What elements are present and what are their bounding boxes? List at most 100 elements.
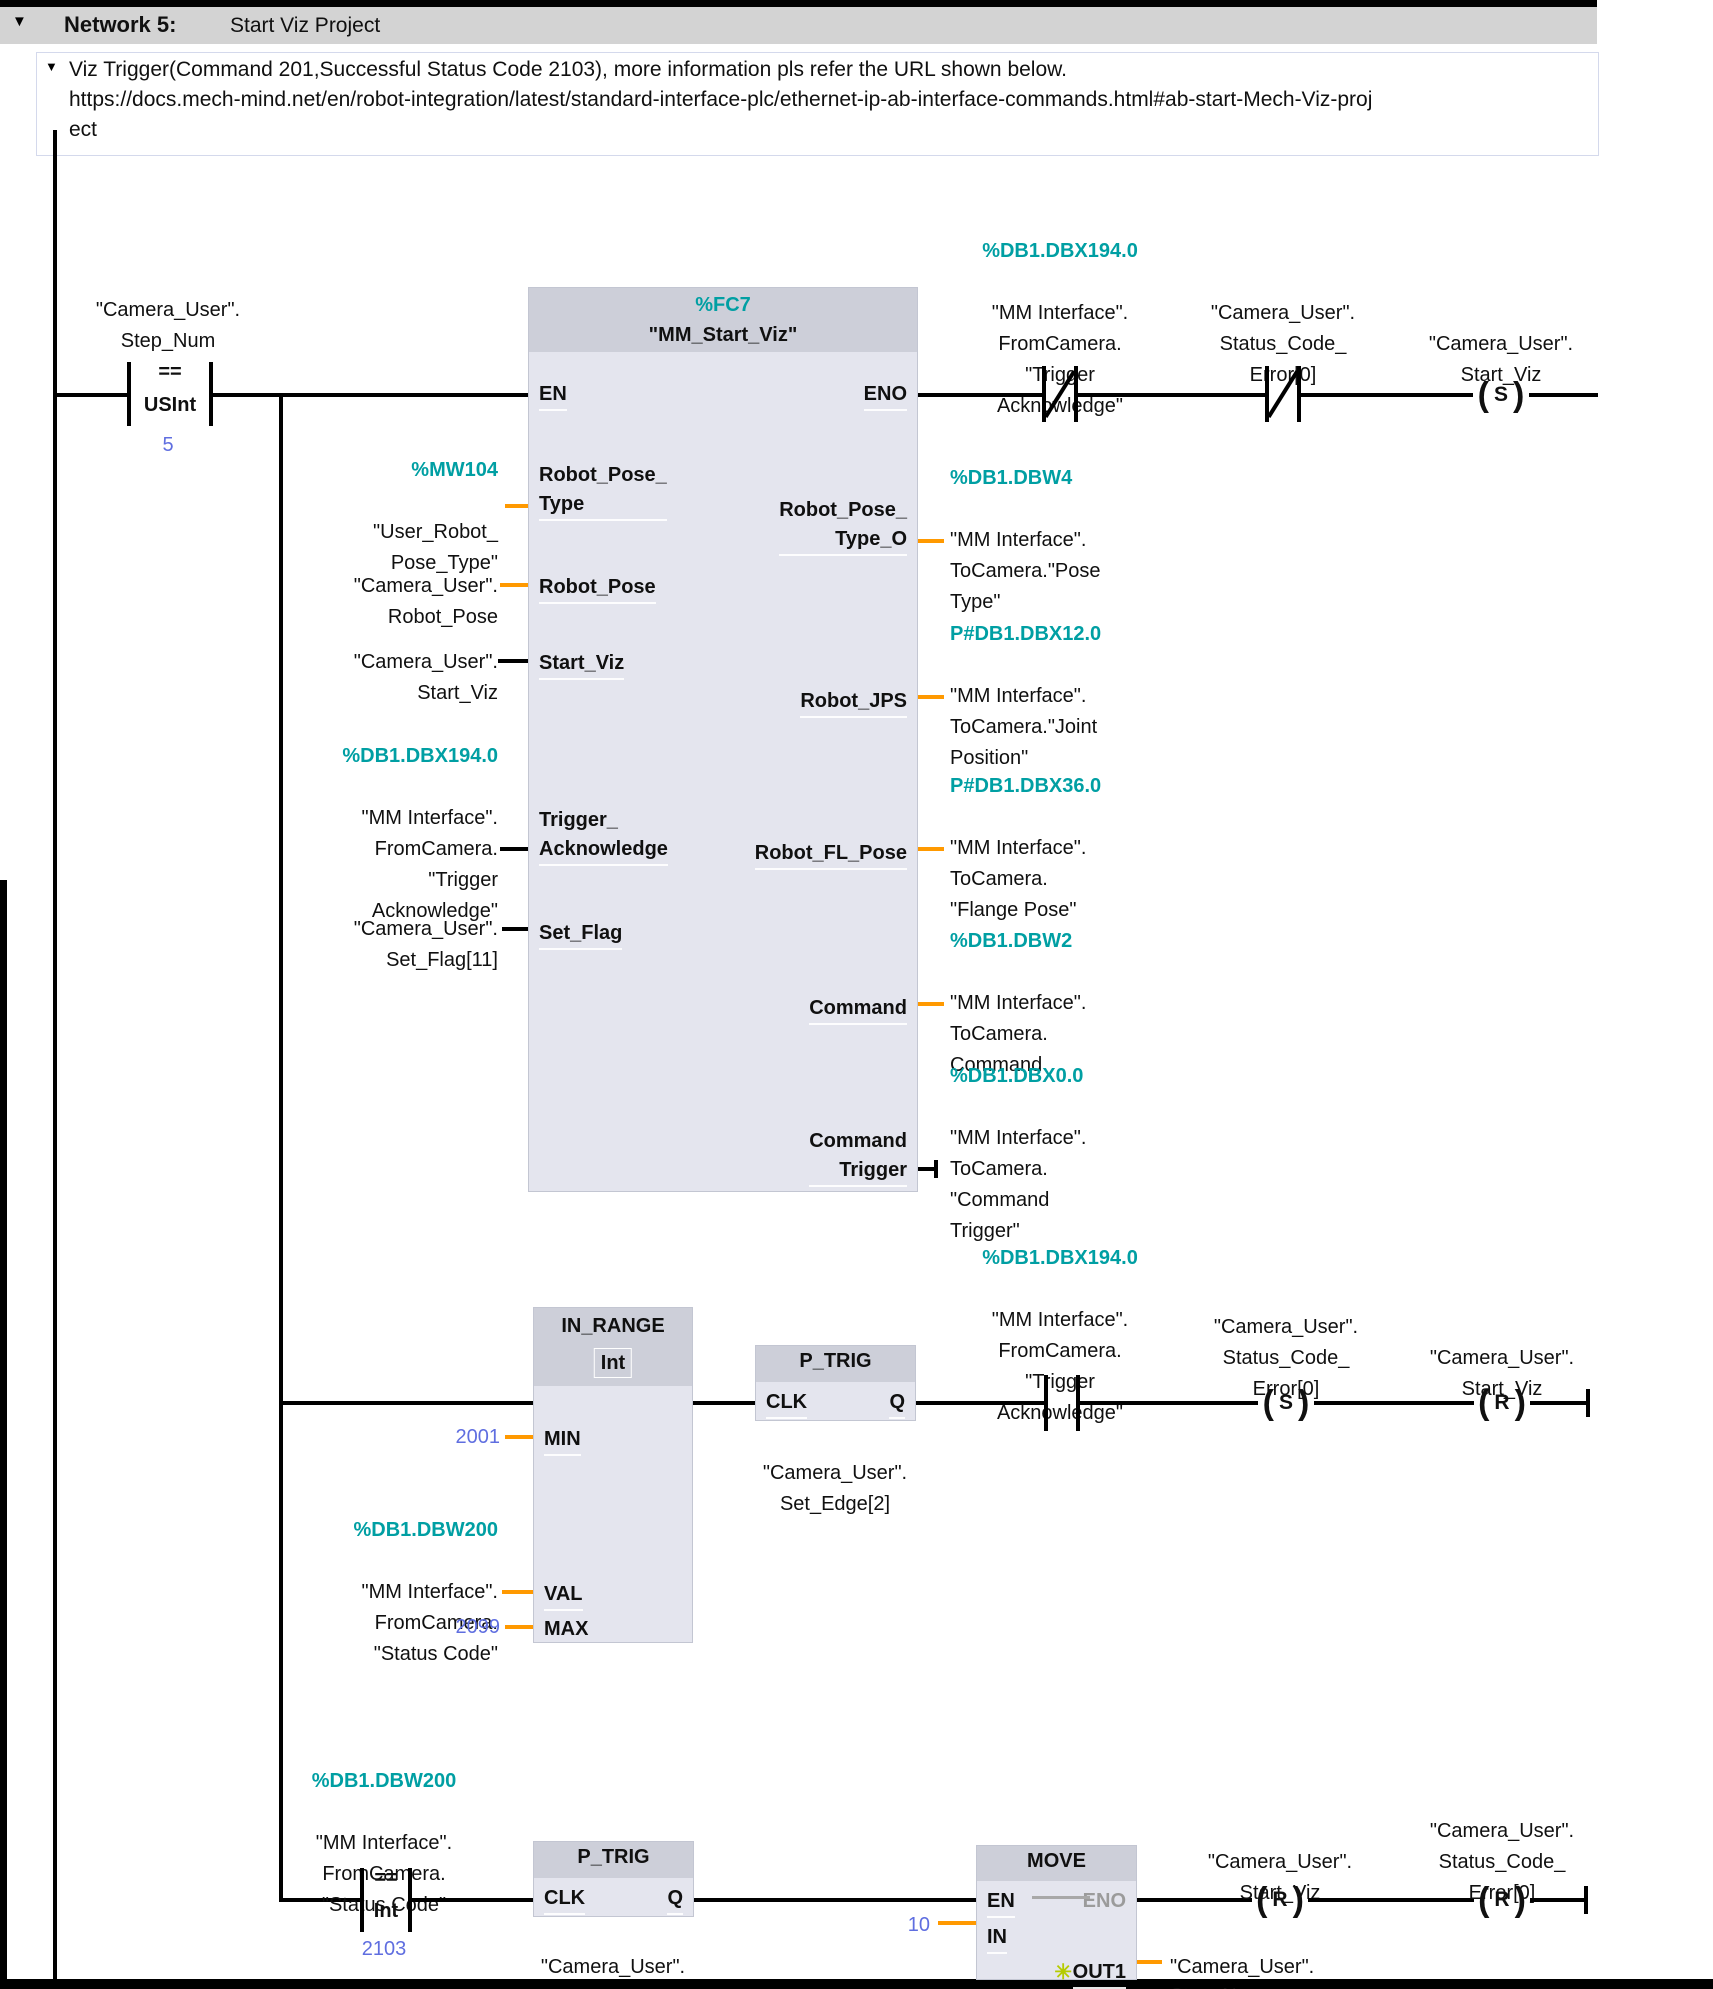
set-coil-status-error[interactable]: (S) — [1262, 1384, 1310, 1422]
cmp-status-code-contact[interactable] — [360, 1868, 364, 1932]
reset-coil-status-error-operand[interactable]: "Camera_User". Status_Code_ Error[0] — [1430, 1785, 1574, 1940]
fc7-pin-command-trigger[interactable]: Command Trigger — [809, 1127, 907, 1187]
collapse-network-icon[interactable]: ▼ — [12, 13, 27, 30]
move-pin-en[interactable]: EN — [987, 1887, 1015, 1918]
operand-address[interactable]: P#DB1.DBX36.0 — [950, 775, 1102, 797]
operand-pose-type[interactable]: %DB1.DBW4 "MM Interface". ToCamera."Pose… — [950, 432, 1101, 649]
no-contact-trigger-ack-operand[interactable]: %DB1.DBX194.0 "MM Interface". FromCamera… — [982, 1212, 1138, 1460]
fc7-pin-trigger-acknowledge[interactable]: Trigger_ Acknowledge — [539, 806, 668, 866]
cmp-type[interactable]: Int — [373, 1900, 399, 1922]
operand-name[interactable]: "MM Interface". FromCamera. "Trigger Ack… — [991, 1309, 1129, 1424]
operand-name[interactable]: "Camera_User". Start_Viz — [353, 651, 498, 704]
p-trig-block[interactable]: P_TRIG CLK Q — [533, 1841, 694, 1917]
operand-name[interactable]: "MM Interface". ToCamera. Command — [950, 992, 1087, 1076]
operand-name[interactable]: "MM Interface". FromCamera. "Status Code… — [361, 1581, 498, 1665]
fc7-pin-start-viz[interactable]: Start_Viz — [539, 649, 625, 680]
move-pin-in[interactable]: IN — [987, 1923, 1007, 1954]
cmp-step-num-contact[interactable] — [209, 362, 213, 426]
nc-contact-status-error-operand[interactable]: "Camera_User". Status_Code_ Error[0] — [1211, 267, 1355, 422]
in-range-pin-max[interactable]: MAX — [544, 1615, 589, 1646]
operand-address[interactable]: %DB1.DBX194.0 — [342, 745, 498, 767]
no-contact-trigger-ack[interactable] — [1044, 1375, 1048, 1431]
operand-name[interactable]: "Camera_User". Status_Code_ Error[0] — [1429, 1820, 1575, 1904]
in-range-block[interactable]: IN_RANGE Int MIN VAL MAX — [533, 1307, 693, 1646]
p-trig-pin-q[interactable]: Q — [667, 1884, 683, 1915]
fc7-pin-en[interactable]: EN — [539, 380, 567, 411]
operand-step-num[interactable]: "Camera_User". Step_Num — [1170, 1924, 1314, 1989]
set-coil-start-viz[interactable]: (S) — [1477, 376, 1525, 414]
operand-address[interactable]: %DB1.DBW2 — [950, 930, 1073, 952]
fc7-pin-command[interactable]: Command — [809, 994, 907, 1025]
cmp-type[interactable]: USInt — [143, 394, 197, 416]
operand-name[interactable]: "Camera_User". Start_Viz — [1429, 1347, 1575, 1400]
reset-coil-start-viz[interactable]: (R) — [1478, 1384, 1526, 1422]
operand-name[interactable]: "MM Interface". ToCamera."Pose Type" — [950, 529, 1101, 613]
reset-coil-status-error[interactable]: (R) — [1478, 1881, 1526, 1919]
operand-flange-pose[interactable]: P#DB1.DBX36.0 "MM Interface". ToCamera. … — [950, 740, 1101, 957]
cmp-value[interactable]: 5 — [162, 434, 174, 456]
operand-name[interactable]: "User_Robot_ Pose_Type" — [373, 521, 498, 574]
operand-address[interactable]: %DB1.DBW200 — [311, 1770, 457, 1792]
operand-address[interactable]: %DB1.DBW200 — [353, 1519, 498, 1541]
operand-name[interactable]: "MM Interface". FromCamera. "Trigger Ack… — [361, 807, 498, 922]
network-header[interactable]: ▼ Network 5: Start Viz Project — [0, 7, 1597, 44]
move-pin-out1[interactable]: OUT1 — [1072, 1958, 1126, 1989]
operand-name[interactable]: "Camera_User". Step_Num — [1170, 1956, 1315, 1989]
operand-trigger-acknowledge[interactable]: %DB1.DBX194.0 "MM Interface". FromCamera… — [342, 710, 498, 958]
fc7-pin-eno[interactable]: ENO — [863, 380, 907, 411]
reset-coil-start-viz-operand[interactable]: "Camera_User". Start_Viz — [1208, 1816, 1352, 1940]
nc-contact-trigger-ack[interactable] — [1042, 366, 1046, 422]
operand-joint-position[interactable]: P#DB1.DBX12.0 "MM Interface". ToCamera."… — [950, 588, 1101, 805]
collapse-comment-icon[interactable]: ▼ — [45, 59, 58, 74]
operand-name[interactable]: "Camera_User". Set_Edge[1] — [540, 1956, 686, 1989]
operand-name[interactable]: "Camera_User". Status_Code_ Error[0] — [1213, 1316, 1359, 1400]
operand-name[interactable]: "Camera_User". Start_Viz — [1428, 333, 1574, 386]
operand-user-robot-pose-type[interactable]: %MW104 "User_Robot_ Pose_Type" — [373, 424, 498, 610]
operand-robot-pose[interactable]: "Camera_User". Robot_Pose — [354, 540, 498, 664]
move-in-value[interactable]: 10 — [907, 1914, 930, 1936]
cmp-value[interactable]: 2103 — [361, 1938, 407, 1960]
cmp-status-code-operand[interactable]: %DB1.DBW200 "MM Interface". FromCamera. … — [312, 1735, 456, 1952]
operand-name[interactable]: "Camera_User". Set_Flag[11] — [353, 918, 498, 971]
network-comment-box[interactable]: ▼ Viz Trigger(Command 201,Successful Sta… — [36, 52, 1599, 156]
cmp-status-code-contact[interactable] — [408, 1868, 412, 1932]
operand-command[interactable]: %DB1.DBW2 "MM Interface". ToCamera. Comm… — [950, 895, 1086, 1112]
nc-contact-status-error[interactable] — [1297, 366, 1301, 422]
p-trig-operand[interactable]: "Camera_User". Set_Edge[1] — [541, 1921, 685, 1989]
operand-status-code[interactable]: %DB1.DBW200 "MM Interface". FromCamera. … — [354, 1484, 498, 1701]
p-trig-pin-q[interactable]: Q — [889, 1388, 905, 1419]
p-trig-pin-clk[interactable]: CLK — [766, 1388, 808, 1419]
in-range-pin-min[interactable]: MIN — [544, 1425, 581, 1456]
in-range-title[interactable]: IN_RANGE — [561, 1315, 665, 1337]
in-range-type[interactable]: Int — [593, 1348, 633, 1378]
p-trig-title[interactable]: P_TRIG — [577, 1846, 650, 1868]
no-contact-trigger-ack[interactable] — [1076, 1375, 1080, 1431]
p-trig-title[interactable]: P_TRIG — [799, 1350, 872, 1372]
reset-coil-start-viz-operand[interactable]: "Camera_User". Start_Viz — [1430, 1312, 1574, 1436]
operand-name[interactable]: "MM Interface". ToCamera."Joint Position… — [950, 685, 1098, 769]
cmp-step-num-operand[interactable]: "Camera_User". Step_Num — [95, 299, 241, 352]
operand-name[interactable]: "Camera_User". Start_Viz — [1207, 1851, 1353, 1904]
operand-name[interactable]: "MM Interface". ToCamera. "Command Trigg… — [950, 1127, 1087, 1242]
operand-address[interactable]: %DB1.DBW4 — [950, 467, 1073, 489]
operand-name[interactable]: "Camera_User". Set_Edge[2] — [762, 1462, 908, 1515]
operand-name[interactable]: "MM Interface". ToCamera. "Flange Pose" — [950, 837, 1087, 921]
cmp-step-num-contact[interactable] — [127, 362, 131, 426]
fc7-pin-robot-fl-pose[interactable]: Robot_FL_Pose — [754, 839, 907, 870]
operand-address[interactable]: %MW104 — [411, 459, 498, 481]
operand-address[interactable]: %DB1.DBX194.0 — [982, 240, 1138, 262]
fc7-pin-robot-jps[interactable]: Robot_JPS — [800, 687, 907, 718]
nc-contact-trigger-ack[interactable] — [1074, 366, 1078, 422]
fc7-address[interactable]: %FC7 — [695, 294, 751, 316]
operand-command-trigger[interactable]: %DB1.DBX0.0 "MM Interface". ToCamera. "C… — [950, 1030, 1086, 1278]
network-title[interactable]: Start Viz Project — [230, 14, 381, 37]
reset-coil-start-viz[interactable]: (R) — [1256, 1881, 1304, 1919]
set-coil-status-error-operand[interactable]: "Camera_User". Status_Code_ Error[0] — [1214, 1281, 1358, 1436]
in-range-min-value[interactable]: 2001 — [455, 1426, 501, 1448]
in-range-max-value[interactable]: 2099 — [455, 1616, 501, 1638]
nc-contact-status-error[interactable] — [1265, 366, 1269, 422]
set-coil-start-viz-operand[interactable]: "Camera_User". Start_Viz — [1429, 298, 1573, 422]
operand-name[interactable]: "MM Interface". FromCamera. "Trigger Ack… — [991, 302, 1129, 417]
p-trig-pin-clk[interactable]: CLK — [544, 1884, 586, 1915]
move-pin-eno[interactable]: ENO — [1082, 1890, 1126, 1912]
